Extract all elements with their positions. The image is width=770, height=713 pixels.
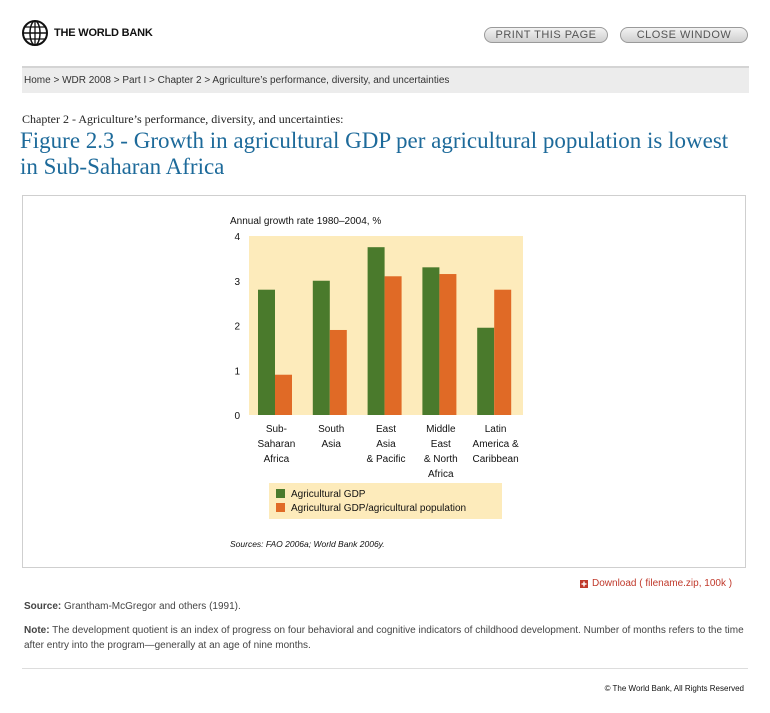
download-link[interactable]: Download ( filename.zip, 100k ) [580,578,732,589]
y-tick-label: 1 [234,366,240,377]
y-tick-label: 4 [234,232,240,243]
logo-text: THE WORLD BANK [54,27,153,39]
x-category-label: America & [473,439,519,450]
bar-ag-gdp-0 [258,289,275,415]
legend-label-1: Agricultural GDP/agricultural population [291,503,466,514]
download-label: Download ( filename.zip, 100k ) [592,578,733,589]
bar-ag-gdp-per-pop-4 [494,289,512,415]
copyright: © The World Bank, All Rights Reserved [604,684,744,693]
x-category-label: Middle [426,424,456,435]
world-bank-logo[interactable]: THE WORLD BANK [22,20,153,46]
legend-box [269,483,502,519]
note-label: Note: [24,625,50,636]
x-category-label: Asia [321,439,341,450]
bar-ag-gdp-2 [367,247,385,415]
footer-divider [22,668,748,669]
note-text: Note: The development quotient is an ind… [24,623,744,653]
source-text: Source: Grantham-McGregor and others (19… [24,601,241,612]
note-body: The development quotient is an index of … [24,625,744,651]
bar-ag-gdp-per-pop-0 [275,374,292,415]
bar-chart: Annual growth rate 1980–2004, % 0 1 2 3 4 Sub-… [230,216,523,549]
x-category-label: Saharan [257,439,295,450]
bar-ag-gdp-per-pop-3 [439,274,457,415]
x-category-label: Africa [428,469,454,480]
y-axis-title: Annual growth rate 1980–2004, % [230,216,381,227]
print-page-button[interactable]: PRINT THIS PAGE [484,27,608,43]
x-category-label: Caribbean [473,454,519,465]
globe-icon [22,20,48,46]
breadcrumb[interactable]: Home > WDR 2008 > Part I > Chapter 2 > A… [22,66,749,93]
x-category-label: Asia [376,439,396,450]
chapter-line: Chapter 2 - Agriculture’s performance, d… [22,112,344,126]
x-category-label: East [431,439,451,450]
x-category-label: Sub- [266,424,287,435]
y-tick-label: 0 [234,411,240,422]
legend-swatch-0 [276,489,285,498]
source-label: Source: [24,601,62,612]
bar-ag-gdp-3 [422,267,440,415]
download-icon [580,579,588,588]
close-window-button[interactable]: CLOSE WINDOW [620,27,748,43]
legend-label-0: Agricultural GDP [291,489,366,500]
x-category-label: South [318,424,344,435]
x-category-label: East [376,424,396,435]
x-category-label: & North [424,454,458,465]
x-category-label: & Pacific [367,454,406,465]
x-category-label: Latin [485,424,507,435]
bar-ag-gdp-per-pop-1 [329,329,347,415]
bar-ag-gdp-1 [312,280,330,415]
x-category-label: Africa [264,454,290,465]
header: THE WORLD BANK PRINT THIS PAGE CLOSE WIN… [22,20,748,50]
bar-ag-gdp-per-pop-2 [384,276,402,415]
figure-title: Figure 2.3 - Growth in agricultural GDP … [20,128,729,179]
source-body: Grantham-McGregor and others (1991). [61,601,241,612]
bar-ag-gdp-4 [477,327,495,415]
y-tick-label: 2 [234,322,240,333]
figure-box: Annual growth rate 1980–2004, % 0 1 2 3 4 Sub-… [22,195,746,568]
y-tick-label: 3 [234,277,240,288]
chart-sources: Sources: FAO 2006a; World Bank 2006y. [230,539,385,549]
legend-swatch-1 [276,503,285,512]
